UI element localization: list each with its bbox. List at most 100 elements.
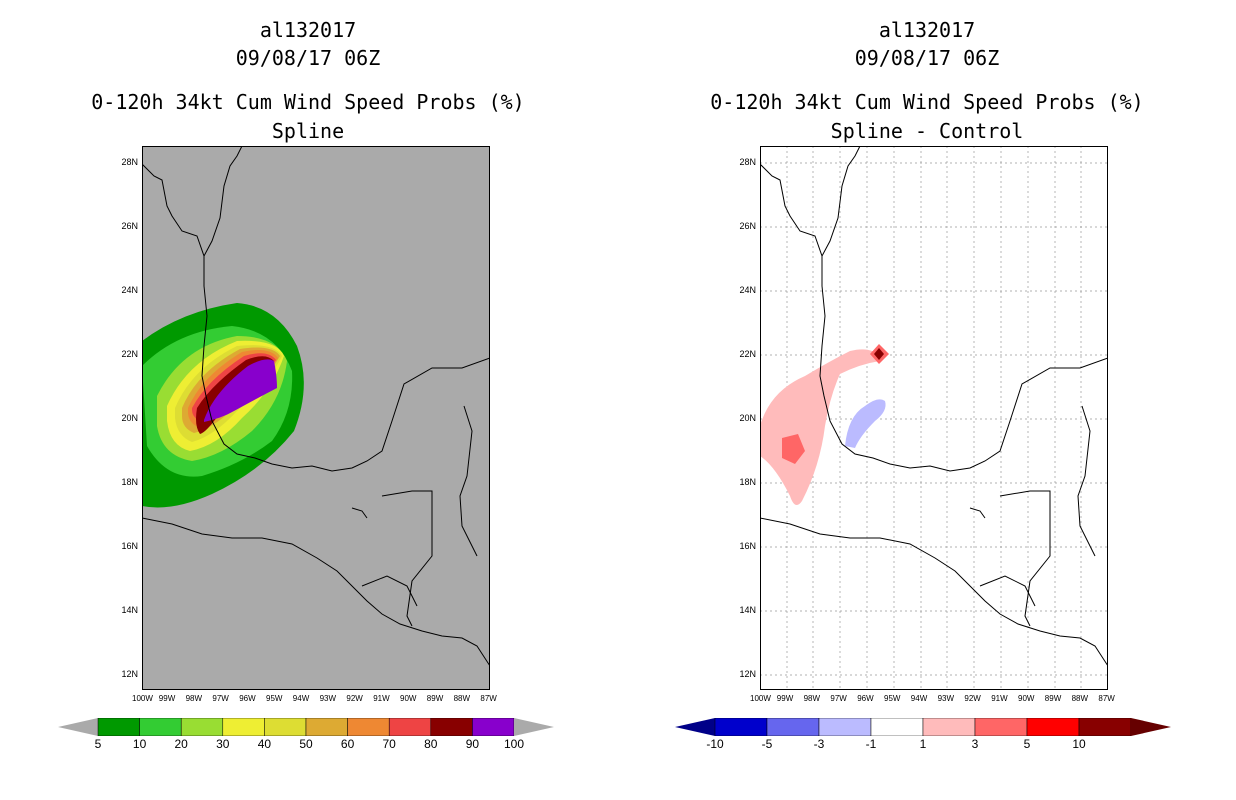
left-colorbar-swatch — [430, 718, 473, 736]
left-colorbar-swatch — [180, 718, 224, 736]
right-lat-label: 12N — [739, 669, 756, 679]
right-lon-label: 95W — [884, 694, 901, 703]
right-subtitle: Spline - Control — [830, 119, 1024, 143]
right-lon-label: 94W — [910, 694, 928, 703]
left-lat-label: 14N — [121, 605, 138, 615]
right-colorbar-swatch — [1026, 718, 1080, 736]
probability-contours — [142, 303, 304, 508]
left-lat-label: 12N — [121, 669, 138, 679]
right-lon-label: 93W — [937, 694, 955, 703]
left-storm-id: al132017 — [259, 18, 357, 42]
left-colorbar-label: 40 — [257, 737, 272, 751]
left-lon-label: 98W — [185, 694, 203, 703]
left-colorbar-swatch — [264, 718, 307, 736]
right-lat-label: 16N — [739, 541, 756, 551]
right-colorbar-label: -10 — [706, 737, 724, 751]
left-map — [142, 146, 490, 690]
left-colorbar-label: 20 — [174, 737, 188, 751]
left-lon-label: 90W — [400, 694, 417, 703]
left-colorbar-label: 60 — [340, 737, 355, 751]
difference-contours — [760, 344, 889, 505]
right-lat-label: 24N — [739, 285, 756, 295]
right-colorbar-swatch — [1078, 718, 1132, 736]
left-lat-label: 18N — [121, 477, 138, 487]
left-colorbar-swatch — [472, 718, 515, 736]
right-lon-label: 92W — [964, 694, 981, 703]
right-lon-label: 99W — [776, 694, 794, 703]
right-product-title: 0-120h 34kt Cum Wind Speed Probs (%) — [710, 90, 1144, 114]
right-lon-label: 88W — [1071, 694, 1089, 703]
left-colorbar — [58, 718, 554, 736]
right-colorbar-high-arrow — [1131, 718, 1171, 736]
right-colorbar-label: 1 — [919, 737, 927, 751]
left-colorbar-swatch — [388, 718, 432, 736]
right-colorbar-low-arrow — [675, 718, 715, 736]
left-colorbar-swatch — [139, 718, 182, 736]
left-colorbar-swatch — [347, 718, 390, 736]
left-lon-label: 87W — [480, 694, 497, 703]
right-lon-label: 100W — [750, 694, 771, 703]
right-lat-label: 14N — [739, 605, 756, 615]
right-colorbar-label: 3 — [971, 737, 979, 751]
right-datetime: 09/08/17 06Z — [854, 46, 1000, 70]
left-lon-label: 99W — [158, 694, 176, 703]
left-colorbar-label: 30 — [216, 737, 230, 751]
left-colorbar-label: 90 — [465, 737, 480, 751]
right-lat-label: 22N — [739, 349, 756, 359]
right-map — [760, 146, 1108, 690]
right-colorbar-label: -1 — [865, 737, 877, 751]
left-lon-label: 100W — [132, 694, 153, 703]
right-colorbar-label: -3 — [813, 737, 825, 751]
left-colorbar-swatch — [97, 718, 140, 736]
right-colorbar-swatch — [974, 718, 1028, 736]
left-colorbar-label: 80 — [424, 737, 438, 751]
left-lat-label: 26N — [121, 221, 138, 231]
left-lon-label: 92W — [346, 694, 363, 703]
left-colorbar-label: 50 — [299, 737, 313, 751]
left-datetime: 09/08/17 06Z — [235, 46, 381, 70]
left-lon-label: 96W — [239, 694, 256, 703]
left-colorbar-label: 10 — [132, 737, 147, 751]
left-lat-label: 22N — [121, 349, 138, 359]
right-colorbar-label: 10 — [1072, 737, 1086, 751]
right-storm-id: al132017 — [878, 18, 976, 42]
right-lon-label: 98W — [803, 694, 821, 703]
left-lon-label: 91W — [373, 694, 390, 703]
left-colorbar-label: 100 — [503, 737, 525, 751]
left-colorbar-low-arrow — [58, 718, 98, 736]
right-lon-label: 91W — [991, 694, 1008, 703]
right-lon-label: 97W — [830, 694, 847, 703]
left-lon-label: 88W — [453, 694, 471, 703]
left-lat-label: 24N — [121, 285, 138, 295]
left-lon-label: 95W — [266, 694, 283, 703]
right-lon-label: 89W — [1044, 694, 1062, 703]
left-lon-label: 93W — [319, 694, 337, 703]
left-subtitle: Spline — [271, 119, 345, 143]
right-colorbar — [675, 718, 1171, 736]
right-lon-label: 96W — [857, 694, 874, 703]
left-colorbar-swatch — [222, 718, 265, 736]
right-colorbar-swatch — [714, 718, 768, 736]
right-colorbar-label: 5 — [1023, 737, 1031, 751]
right-colorbar-swatch — [922, 718, 976, 736]
coastlines — [760, 146, 1108, 667]
right-colorbar-swatch — [766, 718, 820, 736]
right-colorbar-swatch — [818, 718, 872, 736]
left-colorbar-swatch — [305, 718, 348, 736]
right-lat-label: 18N — [739, 477, 756, 487]
left-lat-label: 16N — [121, 541, 138, 551]
right-lon-label: 87W — [1098, 694, 1115, 703]
left-colorbar-label: 5 — [94, 737, 102, 751]
left-product-title: 0-120h 34kt Cum Wind Speed Probs (%) — [91, 90, 525, 114]
right-lat-label: 28N — [739, 157, 756, 167]
right-colorbar-swatch — [870, 718, 924, 736]
left-lon-label: 94W — [292, 694, 310, 703]
left-lon-label: 97W — [212, 694, 229, 703]
left-lat-label: 20N — [121, 413, 138, 423]
right-lon-label: 90W — [1018, 694, 1035, 703]
left-lon-label: 89W — [426, 694, 444, 703]
left-lat-label: 28N — [121, 157, 138, 167]
right-colorbar-label: -5 — [761, 737, 773, 751]
right-lat-label: 26N — [739, 221, 756, 231]
left-colorbar-high-arrow — [514, 718, 554, 736]
